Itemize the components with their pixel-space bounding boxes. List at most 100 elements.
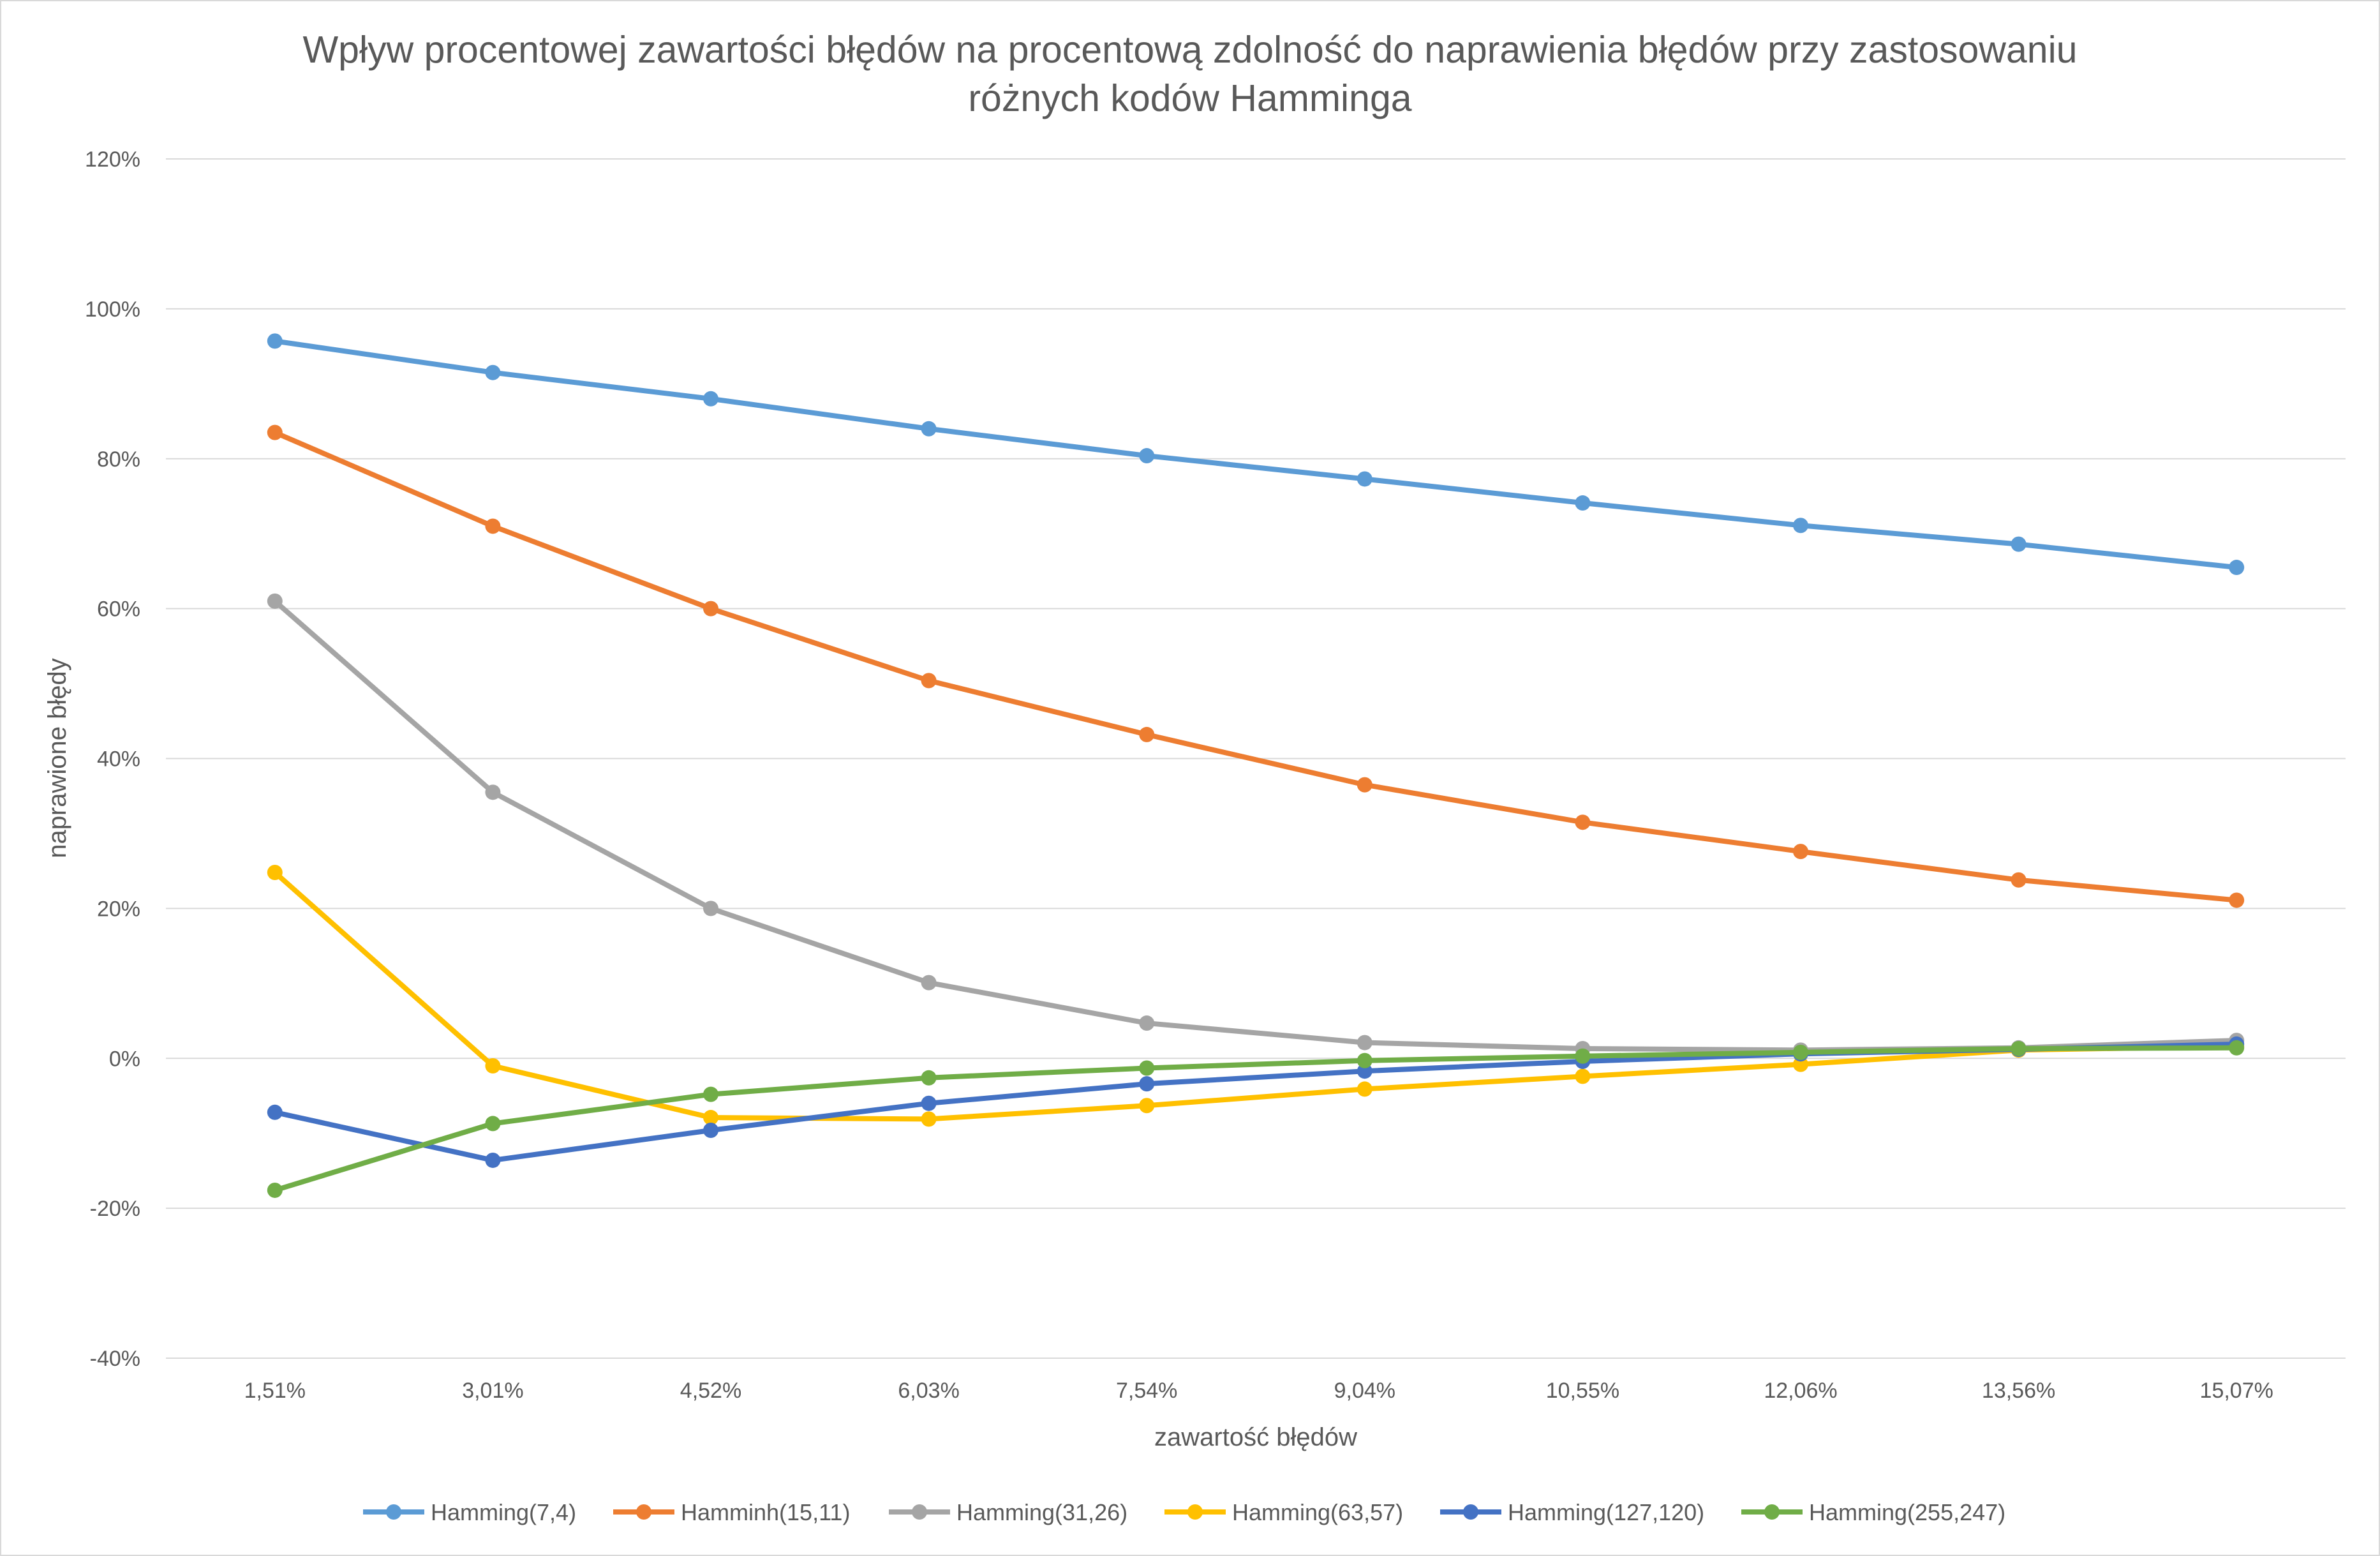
series-line (272, 598, 2240, 1053)
data-point (921, 673, 937, 689)
data-point (1575, 1068, 1591, 1084)
series-line (272, 1041, 2240, 1163)
x-tick-label: 10,55% (1546, 1379, 1619, 1403)
data-point (2011, 1040, 2027, 1056)
legend-entry: Hamming(255,247) (1741, 1499, 2005, 1525)
legend-entry: Hamming(127,120) (1440, 1499, 1704, 1525)
data-point (703, 1110, 718, 1126)
series-layer (267, 333, 2245, 1198)
series-group (267, 424, 2245, 908)
data-point (2229, 560, 2245, 576)
data-point (2011, 536, 2027, 552)
legend-label: Hamming(7,4) (431, 1499, 576, 1525)
data-point (2229, 1040, 2245, 1056)
legend-marker (1764, 1504, 1780, 1520)
data-point (703, 901, 718, 916)
legend-marker (1187, 1504, 1203, 1520)
x-axis-tick-labels: 1,51% 3,01% 4,52% 6,03% 7,54% 9,04% 10,55% 12,0… (244, 1379, 2273, 1403)
series-group (267, 593, 2245, 1058)
data-point (485, 784, 501, 800)
chart-title: Wpływ procentowej zawartości błędów na p… (302, 29, 2077, 119)
legend-label: Hamming(63,57) (1232, 1499, 1403, 1525)
legend-marker (912, 1504, 927, 1520)
y-tick-label: -20% (90, 1197, 140, 1221)
data-point (2011, 872, 2027, 888)
data-point (2229, 892, 2245, 908)
x-tick-label: 7,54% (1116, 1379, 1177, 1403)
y-tick-label: 120% (85, 147, 140, 172)
legend-marker (386, 1504, 401, 1520)
series-group (267, 865, 2245, 1127)
legend-marker (1463, 1504, 1478, 1520)
legend-marker (636, 1504, 651, 1520)
data-point (1139, 1060, 1155, 1076)
y-tick-label: -40% (90, 1347, 140, 1371)
data-point (485, 518, 501, 534)
data-point (267, 1104, 283, 1120)
legend-entry: Hamminh(15,11) (613, 1499, 850, 1525)
data-point (703, 1122, 718, 1138)
data-point (703, 391, 718, 407)
y-tick-label: 100% (85, 297, 140, 322)
x-tick-label: 3,01% (462, 1379, 523, 1403)
x-tick-label: 4,52% (680, 1379, 741, 1403)
data-point (267, 1182, 283, 1198)
data-point (1575, 1048, 1591, 1064)
legend-label: Hamming(31,26) (956, 1499, 1127, 1525)
legend-entry: Hamming(7,4) (363, 1499, 576, 1525)
data-point (921, 975, 937, 991)
data-point (1357, 777, 1372, 793)
data-point (1793, 1044, 1808, 1060)
legend-label: Hamming(127,120) (1508, 1499, 1704, 1525)
data-point (1357, 1063, 1372, 1079)
data-point (921, 1111, 937, 1127)
legend-label: Hamminh(15,11) (681, 1499, 850, 1525)
series-group (267, 1040, 2245, 1198)
chart-title-line-2: różnych kodów Hamminga (968, 77, 1411, 119)
y-tick-label: 40% (97, 747, 140, 772)
data-point (1139, 726, 1155, 742)
data-point (921, 1095, 937, 1111)
data-point (921, 1070, 937, 1086)
data-point (1357, 1052, 1372, 1068)
data-point (1139, 1098, 1155, 1114)
data-point (1357, 471, 1372, 487)
data-point (1575, 814, 1591, 830)
y-axis-title: naprawione błędy (43, 658, 71, 858)
y-tick-label: 20% (97, 897, 140, 921)
data-point (267, 593, 283, 609)
data-point (703, 601, 718, 617)
legend-entry: Hamming(63,57) (1164, 1499, 1403, 1525)
data-point (267, 333, 283, 349)
series-line (272, 870, 2240, 1122)
data-point (921, 421, 937, 437)
y-tick-label: 0% (109, 1047, 140, 1071)
data-point (267, 424, 283, 440)
data-point (1139, 1076, 1155, 1092)
data-point (1793, 844, 1808, 860)
legend-entry: Hamming(31,26) (889, 1499, 1127, 1525)
data-point (1793, 518, 1808, 534)
data-point (267, 865, 283, 881)
x-tick-label: 15,07% (2200, 1379, 2273, 1403)
y-tick-label: 60% (97, 597, 140, 622)
series-line (272, 430, 2240, 903)
gridlines (166, 158, 2346, 1359)
series-line (272, 338, 2240, 571)
x-tick-label: 9,04% (1334, 1379, 1395, 1403)
chart-legend: Hamming(7,4) Hamminh(15,11) Hamming(31,26)… (363, 1499, 2005, 1525)
series-line (272, 1045, 2240, 1193)
x-tick-label: 12,06% (1764, 1379, 1837, 1403)
data-point (485, 1116, 501, 1132)
chart-title-line-1: Wpływ procentowej zawartości błędów na p… (302, 29, 2077, 71)
series-group (267, 333, 2245, 576)
data-point (1357, 1035, 1372, 1051)
data-point (1793, 1056, 1808, 1072)
x-tick-label: 13,56% (1982, 1379, 2055, 1403)
data-point (485, 364, 501, 380)
data-point (485, 1058, 501, 1073)
data-point (1139, 1015, 1155, 1031)
x-tick-label: 1,51% (244, 1379, 306, 1403)
